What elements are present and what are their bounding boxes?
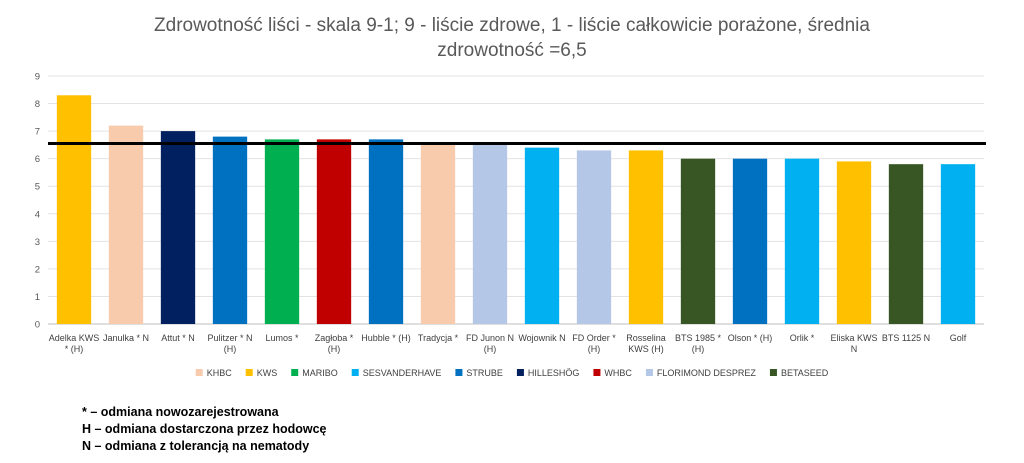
bar-1 [56, 95, 92, 325]
x-tick-label: (H) [484, 344, 497, 354]
x-tick-label: N [851, 344, 858, 354]
y-tick-label: 1 [35, 292, 40, 303]
legend-label: SESVANDERHAVE [363, 368, 442, 378]
x-tick-label: BTS 1985 * [675, 333, 722, 343]
x-tick-label: (H) [328, 344, 341, 354]
x-tick-label: Janulka * N [103, 333, 149, 343]
y-tick-label: 2 [35, 264, 40, 275]
footnote-new-variety: * – odmiana nowozarejestrowana [82, 405, 279, 419]
x-tick-label: KWS (H) [628, 344, 664, 354]
footnote-breeder-supplied: H – odmiana dostarczona przez hodowcę [82, 422, 327, 436]
bar-14 [732, 158, 768, 324]
legend-swatch [769, 369, 777, 376]
x-tick-label: (H) [588, 344, 601, 354]
bar-8 [420, 144, 456, 324]
legend-label: BETASEED [781, 368, 829, 378]
legend-swatch [516, 369, 524, 376]
legend-label: WHBC [604, 368, 632, 378]
chart-title-line-1: Zdrowotność liści - skala 9-1; 9 - liści… [154, 15, 870, 36]
bar-3 [160, 131, 196, 324]
x-tick-label: FD Order * [572, 333, 616, 343]
bar-2 [108, 125, 144, 324]
x-tick-label: Zagłoba * [315, 333, 354, 343]
footnotes: * – odmiana nowozarejestrowana H – odmia… [82, 404, 327, 455]
bar-9 [472, 144, 508, 324]
y-tick-label: 3 [35, 237, 40, 248]
x-tick-label: Golf [950, 333, 967, 343]
x-tick-label: Adelka KWS [49, 333, 100, 343]
bar-11 [576, 150, 612, 324]
x-tick-label: Tradycja * [418, 333, 459, 343]
x-tick-label: FD Junon N [466, 333, 514, 343]
x-tick-label: Pulitzer * N [207, 333, 252, 343]
bar-18 [940, 164, 976, 324]
bar-17 [888, 164, 924, 324]
x-tick-label: Hubble * (H) [361, 333, 411, 343]
legend-label: STRUBE [466, 368, 503, 378]
legend-swatch [291, 369, 299, 376]
legend-label: FLORIMOND DESPREZ [657, 368, 757, 378]
x-tick-label: Eliska KWS [830, 333, 877, 343]
bar-4 [212, 136, 248, 324]
x-tick-label: Rosselina [626, 333, 666, 343]
y-tick-label: 9 [35, 72, 40, 83]
legend-swatch [593, 369, 601, 376]
x-tick-label: (H) [224, 344, 237, 354]
x-tick-label: Lumos * [265, 333, 299, 343]
legend-swatch [645, 369, 653, 376]
y-tick-label: 8 [35, 99, 40, 110]
x-tick-label: Wojownik N [518, 333, 565, 343]
legend-swatch [455, 369, 463, 376]
bar-7 [368, 139, 404, 324]
y-tick-label: 4 [35, 209, 40, 220]
y-tick-label: 7 [35, 127, 40, 138]
bar-5 [264, 139, 300, 324]
x-tick-label: BTS 1125 N [882, 333, 930, 343]
legend-label: HILLESHÖG [528, 368, 580, 378]
legend-label: KHBC [207, 368, 233, 378]
bar-6 [316, 139, 352, 324]
bar-15 [784, 158, 820, 324]
bar-13 [680, 158, 716, 324]
legend-swatch [351, 369, 359, 376]
bar-16 [836, 161, 872, 324]
legend-swatch [195, 369, 203, 376]
x-tick-label: Orlik * [790, 333, 815, 343]
legend-swatch [245, 369, 253, 376]
x-tick-label: (H) [692, 344, 705, 354]
x-tick-label: Olson * (H) [728, 333, 773, 343]
x-tick-label: * (H) [65, 344, 84, 354]
y-tick-label: 0 [35, 320, 40, 331]
legend-label: MARIBO [302, 368, 338, 378]
x-tick-label: Attut * N [161, 333, 195, 343]
y-tick-label: 5 [35, 182, 40, 193]
legend-label: KWS [257, 368, 278, 378]
bar-12 [628, 150, 664, 324]
footnote-nematode-tolerance: N – odmiana z tolerancją na nematody [82, 439, 310, 453]
bar-10 [524, 147, 560, 324]
y-tick-label: 6 [35, 154, 40, 165]
chart-title-line-2: zdrowotność =6,5 [437, 40, 587, 61]
